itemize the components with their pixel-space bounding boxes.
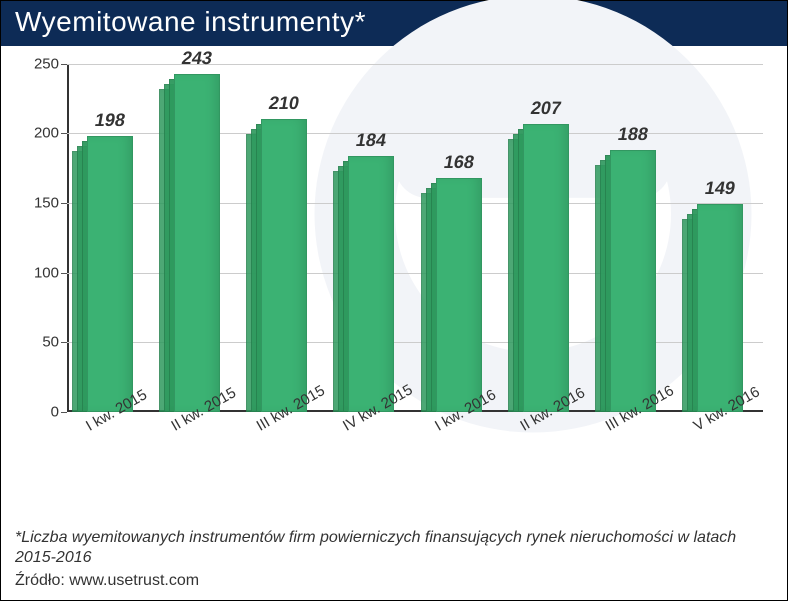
source-line: Źródło: www.usetrust.com <box>15 572 773 590</box>
x-labels: I kw. 2015II kw. 2015III kw. 2015IV kw. … <box>67 418 763 482</box>
x-tick-label: V kw. 2016 <box>684 418 757 482</box>
y-tick-label: 100 <box>19 264 59 281</box>
y-tick-label: 150 <box>19 194 59 211</box>
bar-value-label: 207 <box>529 98 563 119</box>
bar: 184 <box>348 156 394 412</box>
bar-layer <box>523 124 569 412</box>
bar: 168 <box>436 178 482 412</box>
y-tick-label: 250 <box>19 55 59 72</box>
bar-column: 207 <box>509 124 582 412</box>
x-tick-label: II kw. 2015 <box>160 418 233 482</box>
bar: 188 <box>610 150 656 412</box>
y-tick-label: 200 <box>19 125 59 142</box>
bar-layer <box>261 119 307 411</box>
bar-column: 243 <box>160 74 233 412</box>
chart-title: Wyemitowane instrumenty* <box>15 7 773 38</box>
bar-value-label: 168 <box>442 152 476 173</box>
x-tick-label: III kw. 2015 <box>248 418 321 482</box>
bar: 207 <box>523 124 569 412</box>
bar-value-label: 210 <box>267 93 301 114</box>
bar-layer <box>174 74 220 412</box>
source-value: www.usetrust.com <box>69 572 199 589</box>
bar-column: 198 <box>73 136 146 412</box>
x-tick-label: I kw. 2015 <box>73 418 146 482</box>
bar-layer <box>436 178 482 412</box>
chart-header: Wyemitowane instrumenty* <box>1 1 787 46</box>
plot-region: 050100150200250 198243210184168207188149 <box>67 64 763 412</box>
x-tick-label: II kw. 2016 <box>509 418 582 482</box>
bar-layer <box>87 136 133 412</box>
x-tick-label: I kw. 2016 <box>422 418 495 482</box>
bar-column: 184 <box>335 156 408 412</box>
chart-area: 0 50 100 150 200 250 198 243 210 184 168 207 188 149… <box>15 54 773 482</box>
y-tick-label: 50 <box>19 334 59 351</box>
footnote: *Liczba wyemitowanych instrumentów firm … <box>15 528 773 568</box>
bar: 210 <box>261 119 307 411</box>
x-tick-label: III kw. 2016 <box>597 418 670 482</box>
bar-value-label: 184 <box>355 130 389 151</box>
bar-value-label: 198 <box>93 110 127 131</box>
chart-footer: *Liczba wyemitowanych instrumentów firm … <box>15 528 773 590</box>
bar: 198 <box>87 136 133 412</box>
bar-column: 188 <box>597 150 670 412</box>
bar-layer <box>697 204 743 411</box>
bar: 243 <box>174 74 220 412</box>
bar-column: 149 <box>684 204 757 411</box>
x-tick-label: IV kw. 2015 <box>335 418 408 482</box>
source-label: Źródło: <box>15 572 69 589</box>
bars-container: 198 243 210 184 168 207 188 149 <box>67 64 763 412</box>
bar-column: 168 <box>422 178 495 412</box>
bar-layer <box>348 156 394 412</box>
bar-value-label: 243 <box>180 48 214 69</box>
bar-value-label: 149 <box>704 178 738 199</box>
y-tick-mark <box>61 412 67 413</box>
bar-value-label: 188 <box>616 124 650 145</box>
bar-column: 210 <box>248 119 321 411</box>
bar: 149 <box>697 204 743 411</box>
bar-layer <box>610 150 656 412</box>
y-tick-label: 0 <box>19 403 59 420</box>
